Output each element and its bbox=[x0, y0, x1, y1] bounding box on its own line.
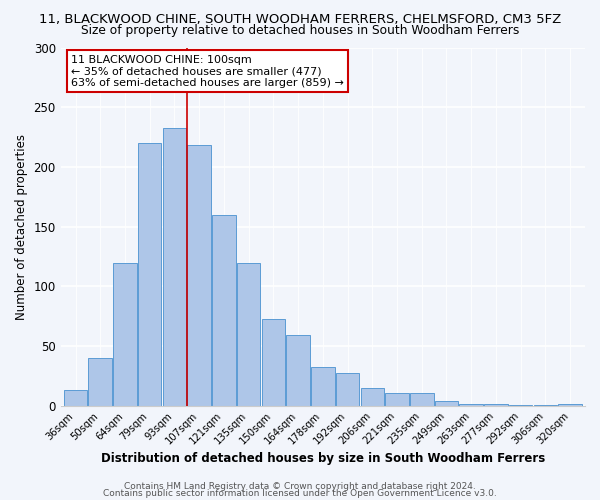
Bar bbox=[262, 318, 285, 406]
Bar bbox=[286, 336, 310, 406]
X-axis label: Distribution of detached houses by size in South Woodham Ferrers: Distribution of detached houses by size … bbox=[101, 452, 545, 465]
Bar bbox=[559, 404, 582, 406]
Bar bbox=[385, 393, 409, 406]
Bar bbox=[88, 358, 112, 406]
Bar bbox=[311, 366, 335, 406]
Bar bbox=[410, 393, 434, 406]
Bar bbox=[435, 401, 458, 406]
Bar bbox=[361, 388, 384, 406]
Bar bbox=[533, 405, 557, 406]
Bar bbox=[138, 143, 161, 406]
Bar bbox=[163, 128, 186, 406]
Bar bbox=[237, 262, 260, 406]
Text: 11, BLACKWOOD CHINE, SOUTH WOODHAM FERRERS, CHELMSFORD, CM3 5FZ: 11, BLACKWOOD CHINE, SOUTH WOODHAM FERRE… bbox=[39, 12, 561, 26]
Text: Contains HM Land Registry data © Crown copyright and database right 2024.: Contains HM Land Registry data © Crown c… bbox=[124, 482, 476, 491]
Bar bbox=[113, 262, 137, 406]
Y-axis label: Number of detached properties: Number of detached properties bbox=[15, 134, 28, 320]
Bar bbox=[509, 405, 532, 406]
Text: Contains public sector information licensed under the Open Government Licence v3: Contains public sector information licen… bbox=[103, 490, 497, 498]
Text: Size of property relative to detached houses in South Woodham Ferrers: Size of property relative to detached ho… bbox=[81, 24, 519, 37]
Bar bbox=[212, 215, 236, 406]
Bar bbox=[336, 372, 359, 406]
Bar bbox=[64, 390, 87, 406]
Bar bbox=[484, 404, 508, 406]
Bar bbox=[460, 404, 483, 406]
Text: 11 BLACKWOOD CHINE: 100sqm
← 35% of detached houses are smaller (477)
63% of sem: 11 BLACKWOOD CHINE: 100sqm ← 35% of deta… bbox=[71, 54, 344, 88]
Bar bbox=[187, 146, 211, 406]
